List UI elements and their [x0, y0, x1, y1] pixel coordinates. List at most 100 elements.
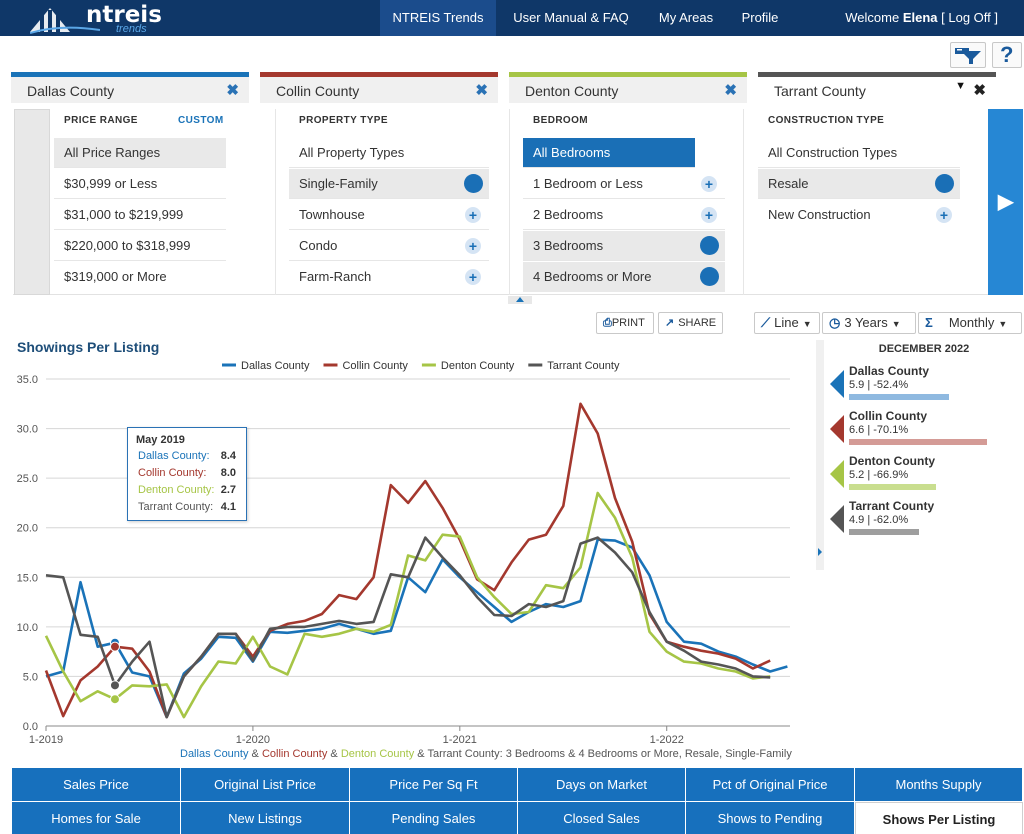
close-icon[interactable]: ✖	[973, 82, 986, 99]
print-button[interactable]: ⎙PRINT	[596, 312, 654, 334]
chart-title: Showings Per Listing	[17, 339, 160, 355]
bedroom-option[interactable]: 4 Bedrooms or More	[523, 262, 725, 292]
y-tick-label: 30.0	[17, 424, 38, 436]
bedroom-option[interactable]: 1 Bedroom or Less +	[523, 169, 725, 199]
dropdown-arrow-icon[interactable]: ▼	[955, 80, 966, 92]
y-tick-label: 20.0	[17, 523, 38, 535]
close-icon[interactable]: ✖	[724, 82, 737, 99]
footnote-part: Collin County	[262, 748, 328, 760]
metric-tab[interactable]: Closed Sales	[518, 802, 686, 834]
metric-tab[interactable]: Homes for Sale	[12, 802, 181, 834]
construction-option[interactable]: New Construction +	[758, 200, 960, 230]
metric-tab[interactable]: Pct of Original Price	[686, 768, 855, 802]
nav-my-areas[interactable]: My Areas	[658, 10, 714, 25]
share-button[interactable]: ↗ SHARE	[658, 312, 723, 334]
tab-denton-county[interactable]: Denton County ✖	[509, 72, 747, 103]
metric-tab[interactable]: Months Supply	[855, 768, 1023, 802]
series-line	[45, 536, 771, 719]
metric-tab[interactable]: Sales Price	[12, 768, 181, 802]
selected-dot-icon	[935, 174, 954, 193]
metric-tab[interactable]: Pending Sales	[350, 802, 518, 834]
plus-icon[interactable]: +	[701, 207, 717, 223]
ntreis-logo[interactable]: ntreis trends	[29, 2, 170, 35]
nav-profile[interactable]: Profile	[741, 10, 779, 25]
plus-icon[interactable]: +	[465, 238, 481, 254]
plus-icon[interactable]: +	[465, 207, 481, 223]
tab-dallas-county[interactable]: Dallas County ✖	[11, 72, 249, 103]
plus-icon[interactable]: +	[936, 207, 952, 223]
price-option[interactable]: All Price Ranges	[54, 138, 226, 168]
series-marker-icon	[830, 370, 844, 398]
metric-tab[interactable]: Days on Market	[518, 768, 686, 802]
legend-label: Denton County	[441, 360, 515, 372]
property-option[interactable]: Condo +	[289, 231, 489, 261]
side-summary-item[interactable]: Tarrant County 4.9 | -62.0%	[830, 499, 1020, 541]
construction-option[interactable]: All Construction Types	[758, 138, 960, 168]
logoff-link[interactable]: [ Log Off ]	[941, 10, 998, 25]
filter-scroll-right[interactable]: ▶	[988, 109, 1023, 295]
building-logo-icon	[29, 8, 101, 34]
property-option[interactable]: Townhouse +	[289, 200, 489, 230]
nav-ntreis-trends[interactable]: NTREIS Trends	[380, 0, 496, 36]
price-option[interactable]: $31,000 to $219,999	[54, 200, 226, 230]
x-tick-label: 1-2021	[443, 734, 477, 746]
side-summary-item[interactable]: Denton County 5.2 | -66.9%	[830, 454, 1020, 496]
side-item-value: 5.2 | -66.9%	[849, 469, 909, 481]
share-label: SHARE	[678, 317, 717, 329]
nav-user-manual[interactable]: User Manual & FAQ	[513, 10, 629, 25]
option-label: Townhouse	[299, 207, 365, 222]
line-chart[interactable]: 0.0 5.0 10.0 15.0 20.0 25.0 30.0 35.0 1-2019 1-20…	[0, 350, 820, 765]
plus-icon[interactable]: +	[701, 176, 717, 192]
tab-label: Tarrant County	[774, 83, 866, 99]
construction-type-heading: CONSTRUCTION TYPE	[768, 115, 885, 126]
bedroom-option[interactable]: All Bedrooms	[523, 138, 695, 168]
property-type-heading: PROPERTY TYPE	[299, 115, 388, 126]
side-item-value: 6.6 | -70.1%	[849, 424, 909, 436]
price-option[interactable]: $220,000 to $318,999	[54, 231, 226, 261]
close-icon[interactable]: ✖	[226, 82, 239, 99]
footnote-part: Denton County	[341, 748, 415, 760]
filter-panel: PRICE RANGE CUSTOM All Price Ranges $30,…	[13, 103, 1023, 295]
hover-point	[109, 680, 120, 691]
property-option[interactable]: Single-Family	[289, 169, 489, 199]
tab-tarrant-county[interactable]: Tarrant County ▼ ✖	[758, 72, 996, 103]
price-option[interactable]: $30,999 or Less	[54, 169, 226, 199]
custom-price-link[interactable]: CUSTOM	[178, 115, 224, 126]
price-option[interactable]: $319,000 or More	[64, 269, 167, 284]
construction-option[interactable]: Resale	[758, 169, 960, 199]
metric-tab[interactable]: Original List Price	[181, 768, 350, 802]
period-select[interactable]: ◷ 3 Years ▼	[822, 312, 916, 334]
help-button[interactable]: ?	[992, 42, 1022, 68]
brand-sub: trends	[116, 23, 147, 35]
filter-settings-button[interactable]	[950, 42, 986, 68]
bedroom-option[interactable]: 2 Bedrooms +	[523, 200, 725, 230]
period-label: 3 Years	[844, 315, 888, 330]
series-marker-icon	[830, 415, 844, 443]
side-summary-item[interactable]: Collin County 6.6 | -70.1%	[830, 409, 1020, 451]
side-panel-title: DECEMBER 2022	[878, 343, 970, 355]
metric-tab[interactable]: Price Per Sq Ft	[350, 768, 518, 802]
tab-collin-county[interactable]: Collin County ✖	[260, 72, 498, 103]
interval-select[interactable]: Σ Monthly ▼	[918, 312, 1022, 334]
chart-type-select[interactable]: ⟋ Line ▼	[754, 312, 820, 334]
side-item-bar	[849, 529, 919, 535]
x-tick-label: 1-2022	[650, 734, 684, 746]
metric-tab[interactable]: New Listings	[181, 802, 350, 834]
close-icon[interactable]: ✖	[475, 82, 488, 99]
property-option[interactable]: Farm-Ranch +	[289, 262, 489, 292]
property-option[interactable]: All Property Types	[289, 138, 489, 168]
collapse-filter-toggle[interactable]	[508, 296, 532, 304]
footnote-part: & Tarrant County: 3 Bedrooms & 4 Bedroom…	[414, 748, 792, 760]
side-panel-toggle[interactable]	[816, 340, 824, 570]
y-tick-label: 0.0	[23, 721, 38, 733]
side-item-name: Denton County	[849, 454, 935, 468]
welcome-prefix: Welcome	[845, 10, 900, 25]
chart-footnote: Dallas County & Collin County & Denton C…	[180, 748, 792, 760]
chart-type-label: Line	[774, 315, 799, 330]
filter-scroll-left[interactable]	[14, 109, 50, 295]
metric-tab[interactable]: Shows to Pending	[686, 802, 855, 834]
side-summary-item[interactable]: Dallas County 5.9 | -52.4%	[830, 364, 1020, 406]
plus-icon[interactable]: +	[465, 269, 481, 285]
metric-tab[interactable]: Shows Per Listing	[855, 802, 1023, 834]
bedroom-option[interactable]: 3 Bedrooms	[523, 231, 725, 261]
